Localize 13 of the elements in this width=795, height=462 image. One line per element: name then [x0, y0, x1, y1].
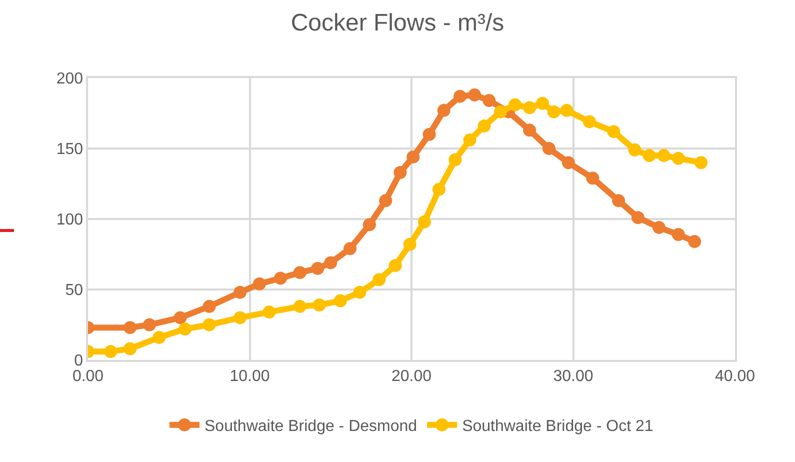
y-tick-label: 200	[56, 70, 84, 88]
x-tick-label: 40.00	[714, 368, 756, 385]
y-tick-label: 50	[65, 282, 84, 300]
x-tick-label: 30.00	[553, 368, 594, 385]
y-tick-label: 100	[56, 212, 84, 229]
x-tick-label: 10.00	[230, 368, 270, 385]
x-tick-label: 0.00	[72, 368, 104, 385]
y-tick-label: 150	[56, 141, 84, 158]
legend-label: Southwaite Bridge - Oct 21	[462, 418, 654, 436]
chart-title: Cocker Flows - m³/s	[290, 10, 504, 37]
y-tick-label: 0	[74, 352, 84, 370]
legend-label: Southwaite Bridge - Desmond	[204, 418, 418, 436]
x-tick-label: 20.00	[391, 368, 432, 385]
